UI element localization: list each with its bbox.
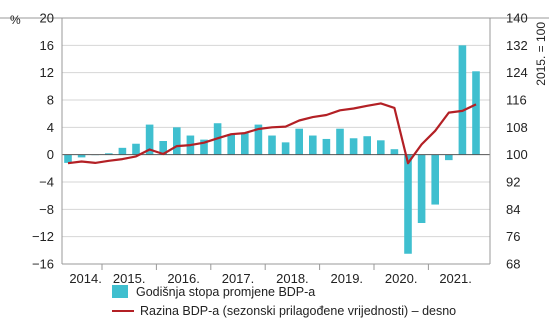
bar-13 xyxy=(241,132,249,155)
left-tick-label: 20 xyxy=(40,11,54,26)
right-tick-label: 108 xyxy=(506,120,528,135)
bar-25 xyxy=(404,154,412,254)
x-tick-label: 2021. xyxy=(439,271,472,286)
bar-26 xyxy=(417,154,426,223)
right-axis-unit: 2015. = 100 xyxy=(534,22,548,86)
x-tick-label: 2018. xyxy=(276,271,309,286)
bar-29 xyxy=(458,45,467,155)
x-tick-label: 2020. xyxy=(385,271,418,286)
bar-20 xyxy=(336,128,344,155)
x-tick-label: 2017. xyxy=(222,271,255,286)
left-tick-label: 16 xyxy=(40,38,54,53)
bar-4 xyxy=(118,147,127,155)
right-tick-label: 116 xyxy=(506,93,527,108)
left-tick-label: −12 xyxy=(32,229,54,244)
bar-15 xyxy=(268,135,276,155)
bar-24 xyxy=(390,149,399,155)
left-axis-unit: % xyxy=(10,13,21,27)
legend: Godišnja stopa promjene BDP-a Razina BDP… xyxy=(112,282,456,320)
bar-7 xyxy=(159,141,167,155)
right-tick-label: 76 xyxy=(506,229,520,244)
plot-frame xyxy=(0,17,549,265)
right-tick-label: 68 xyxy=(506,257,520,272)
bar-30 xyxy=(472,71,480,155)
left-tick-label: −4 xyxy=(39,175,54,190)
bar-10 xyxy=(200,139,208,155)
right-tick-label: 92 xyxy=(506,175,520,190)
right-tick-label: 124 xyxy=(506,65,528,80)
bar-12 xyxy=(227,134,235,155)
legend-swatch-bars xyxy=(112,285,128,298)
legend-item-line: Razina BDP-a (sezonski prilagođene vrije… xyxy=(112,301,456,320)
left-tick-label: −8 xyxy=(39,202,54,217)
bar-5 xyxy=(132,143,140,155)
bar-23 xyxy=(377,140,385,155)
line-series xyxy=(67,102,477,165)
x-tick-label: 2015. xyxy=(113,271,146,286)
left-tick-label: 0 xyxy=(47,147,54,162)
left-tick-label: 12 xyxy=(40,65,54,80)
right-tick-label: 132 xyxy=(506,38,528,53)
bar-6 xyxy=(145,124,154,155)
bar-8 xyxy=(173,127,181,155)
left-tick-label: −16 xyxy=(32,257,54,272)
legend-item-bars: Godišnja stopa promjene BDP-a xyxy=(112,282,456,301)
left-tick-label: 8 xyxy=(47,93,54,108)
bar-21 xyxy=(349,138,358,155)
bar-3 xyxy=(105,153,113,155)
bar-1 xyxy=(77,154,86,158)
x-tick-label: 2014. xyxy=(69,271,102,286)
left-tick-label: 4 xyxy=(47,120,54,135)
x-tick-label: 2016. xyxy=(167,271,200,286)
bar-22 xyxy=(363,136,371,155)
gridlines xyxy=(62,44,490,238)
bar-0 xyxy=(64,154,72,163)
bar-19 xyxy=(322,138,331,155)
legend-label-line: Razina BDP-a (sezonski prilagođene vrije… xyxy=(140,303,457,318)
bar-14 xyxy=(254,124,263,155)
bar-16 xyxy=(281,142,290,155)
legend-label-bars: Godišnja stopa promjene BDP-a xyxy=(136,284,316,299)
legend-swatch-line xyxy=(112,309,134,312)
gdp-level-line xyxy=(67,102,477,165)
bar-28 xyxy=(445,154,453,161)
right-axis: 140 132 124 116 108 100 92 84 76 68 xyxy=(506,11,528,272)
right-tick-label: 84 xyxy=(506,202,520,217)
left-axis: 20 16 12 8 4 0 −4 −8 −12 −16 xyxy=(32,11,54,272)
bar-27 xyxy=(431,154,439,205)
bar-18 xyxy=(309,135,317,155)
right-tick-label: 140 xyxy=(506,11,528,26)
right-tick-label: 100 xyxy=(506,147,528,162)
x-tick-label: 2019. xyxy=(331,271,364,286)
bar-17 xyxy=(295,128,303,155)
x-axis: 2014. 2015. 2016. 2017. 2018. 2019. 2020. 2021. xyxy=(69,264,472,286)
